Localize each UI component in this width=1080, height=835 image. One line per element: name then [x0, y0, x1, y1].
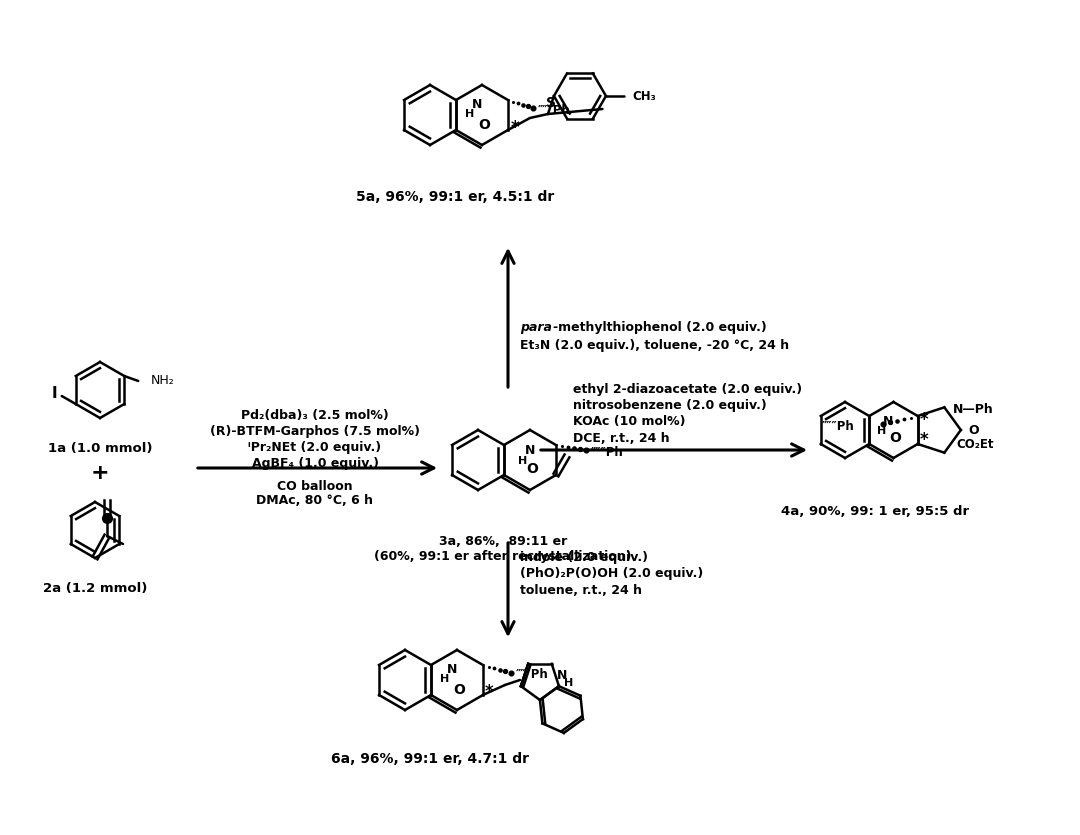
- Text: Et₃N (2.0 equiv.), toluene, -20 °C, 24 h: Et₃N (2.0 equiv.), toluene, -20 °C, 24 h: [519, 338, 789, 352]
- Text: toluene, r.t., 24 h: toluene, r.t., 24 h: [519, 584, 642, 596]
- Text: H: H: [564, 678, 573, 688]
- Text: 5a, 96%, 99:1 er, 4.5:1 dr: 5a, 96%, 99:1 er, 4.5:1 dr: [356, 190, 554, 204]
- Text: O: O: [478, 118, 490, 132]
- Text: ″″″Ph: ″″″Ph: [538, 104, 570, 117]
- Text: H: H: [441, 674, 449, 684]
- Text: *: *: [511, 119, 519, 137]
- Text: +: +: [91, 463, 109, 483]
- Text: *: *: [919, 431, 928, 449]
- Text: Pd₂(dba)₃ (2.5 mol%): Pd₂(dba)₃ (2.5 mol%): [241, 409, 389, 423]
- Text: AgBF₄ (1.0 equiv.): AgBF₄ (1.0 equiv.): [252, 458, 378, 470]
- Text: ″″″Ph: ″″″Ph: [516, 669, 549, 681]
- Text: ″″″Ph: ″″″Ph: [822, 419, 854, 433]
- Text: N: N: [556, 669, 567, 682]
- Text: 4a, 90%, 99: 1 er, 95:5 dr: 4a, 90%, 99: 1 er, 95:5 dr: [781, 505, 969, 518]
- Text: O: O: [526, 462, 538, 476]
- Text: -methylthiophenol (2.0 equiv.): -methylthiophenol (2.0 equiv.): [553, 321, 767, 335]
- Text: 1a (1.0 mmol): 1a (1.0 mmol): [48, 442, 152, 455]
- Text: para: para: [519, 321, 552, 335]
- Text: CO balloon: CO balloon: [278, 479, 353, 493]
- Text: ethyl 2-diazoacetate (2.0 equiv.): ethyl 2-diazoacetate (2.0 equiv.): [573, 383, 802, 397]
- Text: KOAc (10 mol%): KOAc (10 mol%): [573, 416, 686, 428]
- Text: 3a, 86%,  89:11 er
(60%, 99:1 er after recrystallization): 3a, 86%, 89:11 er (60%, 99:1 er after re…: [375, 535, 632, 563]
- Text: CH₃: CH₃: [632, 89, 656, 103]
- Text: H: H: [465, 109, 474, 119]
- Text: DMAc, 80 °C, 6 h: DMAc, 80 °C, 6 h: [257, 494, 374, 508]
- Text: indole (2.0 equiv.): indole (2.0 equiv.): [519, 551, 648, 564]
- Text: H: H: [518, 456, 528, 466]
- Text: *: *: [485, 683, 494, 701]
- Text: O: O: [890, 431, 902, 445]
- Text: *: *: [919, 411, 928, 429]
- Text: nitrosobenzene (2.0 equiv.): nitrosobenzene (2.0 equiv.): [573, 399, 767, 412]
- Text: ″″″Ph: ″″″Ph: [591, 447, 623, 459]
- Text: (R)-BTFM-Garphos (7.5 mol%): (R)-BTFM-Garphos (7.5 mol%): [210, 426, 420, 438]
- Text: N: N: [472, 98, 482, 111]
- Text: I: I: [52, 386, 57, 401]
- Text: N—Ph: N—Ph: [953, 402, 994, 416]
- Text: CO₂Et: CO₂Et: [957, 438, 994, 451]
- Text: ⁱPr₂NEt (2.0 equiv.): ⁱPr₂NEt (2.0 equiv.): [248, 442, 381, 454]
- Text: O: O: [453, 683, 464, 697]
- Text: DCE, r.t., 24 h: DCE, r.t., 24 h: [573, 432, 670, 444]
- Text: O: O: [969, 423, 980, 437]
- Text: N: N: [525, 444, 536, 457]
- Text: N: N: [883, 415, 893, 428]
- Text: NH₂: NH₂: [151, 375, 175, 387]
- Text: (PhO)₂P(O)OH (2.0 equiv.): (PhO)₂P(O)OH (2.0 equiv.): [519, 568, 703, 580]
- Text: 6a, 96%, 99:1 er, 4.7:1 dr: 6a, 96%, 99:1 er, 4.7:1 dr: [330, 752, 529, 766]
- Text: 2a (1.2 mmol): 2a (1.2 mmol): [43, 582, 147, 595]
- Text: H: H: [877, 426, 886, 436]
- Text: N: N: [447, 663, 457, 676]
- Text: S: S: [546, 96, 556, 110]
